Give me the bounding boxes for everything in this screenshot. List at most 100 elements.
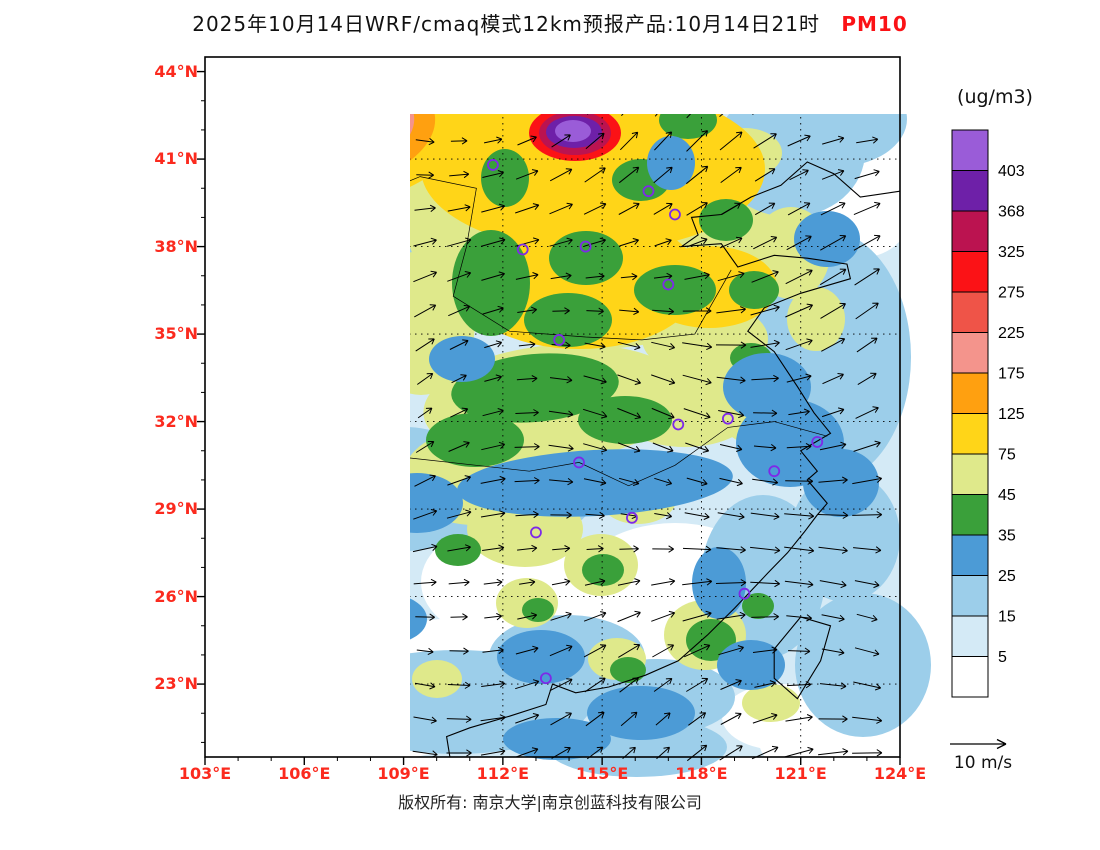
wind-arrow	[620, 711, 638, 727]
wind-arrow	[346, 272, 368, 281]
wind-arrow	[380, 509, 402, 520]
concentration-blob	[587, 686, 695, 740]
wind-arrow	[716, 611, 746, 620]
wind-arrow	[415, 138, 435, 146]
concentration-blob	[582, 554, 624, 586]
wind-arrow	[449, 339, 469, 350]
legend-units-label: (ug/m3)	[957, 86, 1033, 108]
wind-arrow	[282, 476, 296, 486]
wind-arrow	[856, 337, 878, 353]
station-marker	[553, 334, 566, 346]
wind-arrow	[449, 104, 469, 110]
wind-arrow	[382, 338, 401, 352]
wind-arrow	[688, 712, 707, 726]
wind-arrow	[687, 63, 707, 83]
wind-arrow	[314, 239, 332, 245]
wind-arrow	[314, 682, 333, 688]
legend-swatch	[951, 332, 989, 374]
wind-arrow	[584, 167, 606, 183]
wind-arrow	[314, 206, 332, 212]
wind-arrow	[589, 67, 602, 79]
wind-arrow	[788, 647, 811, 655]
wind-arrow	[817, 511, 849, 519]
wind-arrow	[412, 543, 438, 553]
legend-swatch	[951, 372, 989, 414]
concentration-blob	[634, 265, 716, 315]
wind-arrow	[785, 714, 813, 722]
wind-arrow	[752, 478, 779, 486]
wind-arrow	[853, 440, 881, 452]
wind-arrow	[243, 173, 267, 179]
x-axis-label: 109°E	[377, 764, 430, 783]
wind-arrow	[313, 372, 332, 387]
map-frame	[204, 56, 901, 758]
wind-arrow	[857, 372, 877, 386]
legend-swatch	[951, 615, 989, 657]
wind-arrow	[651, 610, 676, 622]
legend-swatch	[951, 413, 989, 455]
wind-arrow	[517, 544, 538, 552]
wind-arrow	[312, 138, 335, 147]
wind-arrow	[717, 271, 745, 282]
concentration-blob	[647, 136, 695, 190]
concentration-blob	[555, 120, 591, 142]
wind-vector-field	[209, 63, 883, 762]
concentration-blob	[204, 71, 405, 191]
wind-arrow	[345, 544, 368, 553]
y-axis-label: 23°N	[154, 674, 198, 694]
wind-arrow	[552, 307, 570, 315]
wind-arrow	[281, 441, 298, 453]
wind-arrow	[553, 102, 569, 113]
wind-arrow	[278, 578, 301, 588]
concentration-blob	[484, 57, 538, 75]
y-axis-label: 32°N	[154, 411, 198, 431]
wind-arrow	[212, 308, 231, 314]
wind-arrow	[583, 644, 607, 658]
wind-arrow	[716, 376, 746, 384]
wind-arrow	[415, 441, 435, 453]
wind-arrow	[484, 340, 503, 349]
legend-level-label: 125	[998, 406, 1025, 423]
wind-arrow	[720, 679, 742, 690]
wind-arrow	[244, 407, 266, 419]
wind-arrow	[821, 337, 846, 352]
wind-arrow	[752, 646, 778, 654]
wind-arrow	[551, 578, 571, 586]
wind-arrow	[685, 165, 709, 185]
legend-level-label: 5	[998, 649, 1007, 666]
wind-arrow	[586, 307, 604, 315]
station-marker	[530, 526, 542, 539]
y-axis-label: 35°N	[154, 324, 198, 344]
wind-arrow	[652, 644, 675, 658]
legend-level-label: 368	[998, 204, 1025, 221]
wind-arrow	[720, 166, 742, 184]
wind-arrow	[819, 580, 847, 589]
wind-arrow	[247, 750, 263, 756]
wind-arrow	[651, 407, 675, 420]
wind-arrow	[856, 136, 879, 144]
wind-arrow	[820, 235, 847, 251]
wind-arrow	[280, 750, 298, 756]
river-boundary-line	[410, 421, 828, 487]
legend-swatch	[951, 494, 989, 536]
wind-arrow	[247, 476, 263, 486]
wind-arrow	[351, 442, 363, 452]
wind-arrow	[209, 138, 233, 144]
x-axis-label: 106°E	[278, 764, 331, 783]
wind-arrow	[652, 442, 674, 453]
x-axis-label: 124°E	[873, 764, 927, 783]
wind-arrow	[686, 237, 708, 248]
station-marker	[672, 418, 685, 431]
wind-arrow	[450, 613, 468, 621]
wind-arrow	[651, 578, 676, 586]
wind-arrow	[480, 475, 506, 484]
wind-arrow	[382, 475, 401, 487]
wind-arrow	[622, 66, 635, 81]
wind-arrow	[585, 511, 605, 520]
wind-arrow	[347, 649, 367, 655]
wind-arrow	[212, 274, 229, 280]
concentration-blob	[275, 529, 347, 585]
wind-arrow	[212, 577, 230, 589]
legend-level-label: 225	[998, 325, 1025, 342]
legend-level-label: 35	[998, 528, 1016, 545]
